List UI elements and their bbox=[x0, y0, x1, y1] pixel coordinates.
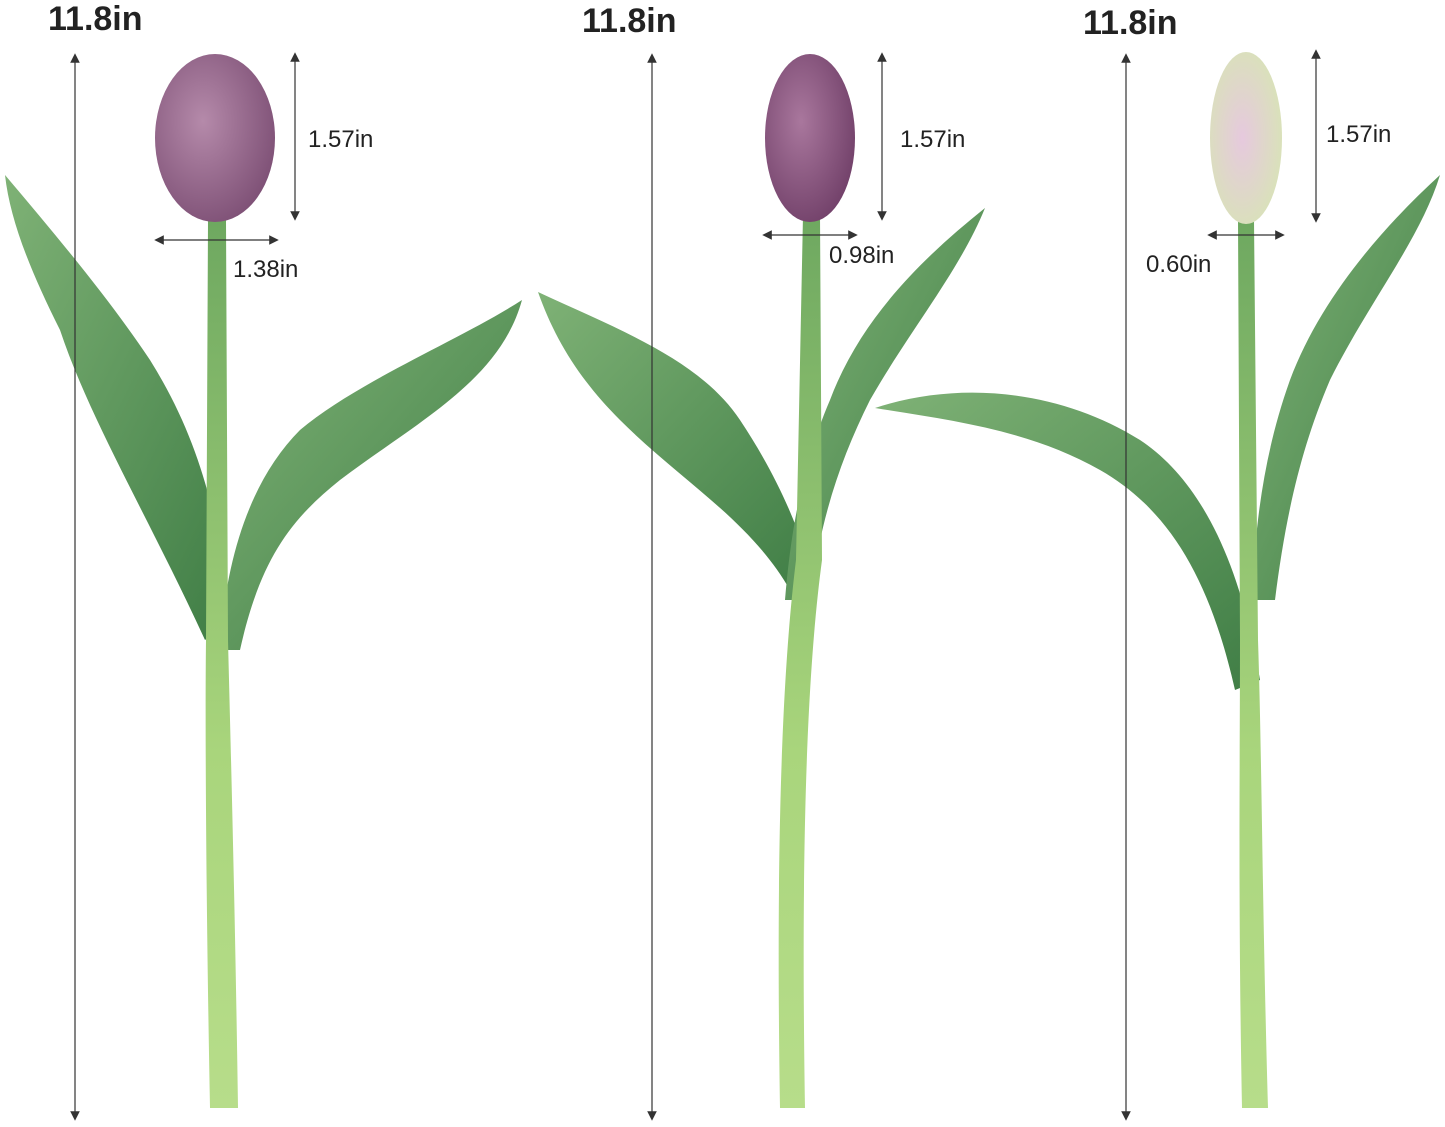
tulip-2-total-height: 11.8in bbox=[582, 2, 677, 40]
tulip-3 bbox=[875, 49, 1440, 1121]
tulip-2-bud-height: 1.57in bbox=[900, 126, 966, 153]
tulip-3-total-height: 11.8in bbox=[1083, 4, 1178, 42]
tulip-1-bud-width: 1.38in bbox=[233, 256, 299, 283]
bud bbox=[1210, 52, 1282, 224]
leaf bbox=[220, 300, 522, 650]
tulip-1-bud-height: 1.57in bbox=[308, 126, 374, 153]
stem bbox=[778, 215, 822, 1108]
tulip-2-bud-width: 0.98in bbox=[829, 242, 895, 269]
leaf bbox=[538, 292, 815, 590]
bud bbox=[765, 54, 855, 222]
tulip-1-total-height: 11.8in bbox=[48, 0, 143, 38]
leaf bbox=[875, 392, 1260, 690]
tulip-1 bbox=[5, 52, 522, 1121]
stem bbox=[1238, 220, 1268, 1108]
bud bbox=[155, 54, 275, 222]
leaf bbox=[5, 175, 230, 640]
stem bbox=[205, 220, 238, 1108]
tulip-3-bud-height: 1.57in bbox=[1326, 121, 1392, 148]
leaf bbox=[1252, 175, 1440, 600]
tulip-2 bbox=[538, 52, 985, 1121]
tulip-3-bud-width: 0.60in bbox=[1146, 251, 1212, 278]
